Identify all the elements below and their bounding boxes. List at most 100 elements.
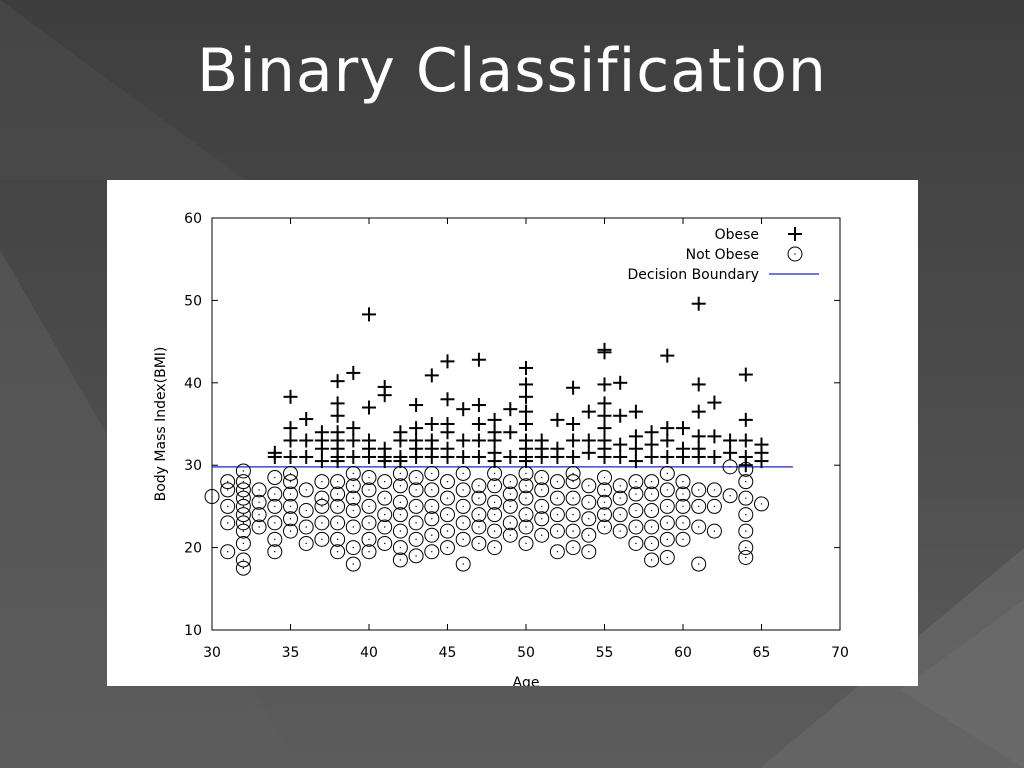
not-obese-point	[440, 523, 455, 539]
y-tick-label: 20	[184, 541, 202, 557]
not-obese-point	[377, 474, 393, 490]
not-obese-point	[392, 540, 408, 556]
not-obese-point	[659, 515, 675, 531]
obese-point	[487, 433, 502, 448]
not-obese-point	[408, 470, 424, 486]
not-obese-point	[424, 544, 440, 560]
not-obese-point	[565, 523, 581, 539]
obese-point	[299, 433, 314, 448]
obese-point	[691, 429, 706, 444]
not-obese-point	[424, 511, 440, 527]
not-obese-point	[267, 544, 283, 560]
not-obese-point	[377, 507, 393, 523]
obese-point	[676, 421, 690, 436]
obese-point	[660, 421, 675, 436]
not-obese-point	[283, 474, 298, 490]
not-obese-point	[267, 515, 283, 531]
not-obese-point	[377, 535, 393, 551]
not-obese-point	[738, 540, 754, 556]
not-obese-point	[298, 482, 314, 498]
not-obese-point	[612, 507, 628, 523]
not-obese-point	[534, 498, 550, 514]
not-obese-point	[392, 552, 408, 568]
not-obese-point	[408, 548, 424, 564]
x-tick-label: 60	[674, 645, 692, 661]
legend-label: Obese	[715, 227, 759, 243]
not-obese-point	[534, 527, 550, 543]
obese-point	[424, 417, 439, 431]
not-obese-point	[565, 507, 581, 523]
obese-point	[534, 449, 549, 464]
obese-point	[314, 454, 329, 469]
obese-point	[581, 404, 596, 419]
not-obese-point	[691, 519, 707, 535]
not-obese-point	[659, 482, 675, 498]
not-obese-point	[597, 482, 612, 498]
obese-point	[409, 421, 424, 436]
obese-point	[267, 449, 282, 464]
not-obese-point	[502, 527, 518, 543]
not-obese-point	[298, 535, 314, 551]
not-obese-point	[612, 523, 628, 539]
obese-point	[660, 348, 675, 363]
not-obese-point	[565, 490, 581, 506]
obese-point	[283, 433, 298, 448]
not-obese-point	[314, 531, 330, 547]
obese-point	[676, 449, 690, 464]
obese-point	[362, 449, 376, 464]
not-obese-point	[502, 515, 518, 531]
obese-point	[691, 377, 706, 392]
obese-point	[738, 458, 753, 473]
not-obese-point	[408, 482, 424, 498]
not-obese-point	[283, 498, 298, 514]
not-obese-point	[628, 503, 644, 519]
x-tick-label: 70	[831, 645, 849, 661]
not-obese-point	[455, 482, 471, 498]
obese-point	[362, 307, 376, 322]
not-obese-point	[392, 478, 408, 494]
not-obese-point	[706, 523, 722, 539]
obese-point	[707, 449, 722, 464]
obese-point	[283, 389, 298, 404]
not-obese-point	[235, 482, 251, 498]
not-obese-point	[455, 515, 471, 531]
not-obese-point	[659, 549, 675, 565]
obese-point	[330, 374, 345, 389]
obese-point	[519, 417, 533, 431]
obese-point	[456, 433, 471, 448]
obese-point	[519, 404, 533, 419]
not-obese-point	[377, 490, 393, 506]
not-obese-point	[612, 478, 628, 494]
legend: Obese Not Obese Decision Boundary	[628, 227, 819, 283]
obese-point	[597, 421, 612, 436]
y-axis-label: Body Mass Index(BMI)	[153, 347, 169, 502]
obese-point	[597, 449, 612, 464]
not-obese-point	[314, 474, 330, 490]
obese-point	[613, 437, 628, 452]
obese-point	[456, 402, 471, 417]
chart-panel: 30 35 40 45 50 55 60 65 70 10 20 30 40 50 60 Age Body …	[107, 180, 918, 686]
obese-point	[738, 367, 753, 382]
not-obese-point	[628, 519, 644, 535]
obese-point	[597, 396, 612, 411]
not-obese-point	[534, 482, 550, 498]
not-obese-point	[738, 549, 754, 565]
obese-point	[471, 433, 486, 448]
x-tick-label: 40	[360, 645, 378, 661]
not-obese-point	[691, 556, 707, 572]
obese-point	[723, 445, 738, 460]
not-obese-point	[424, 465, 440, 481]
not-obese-point	[659, 531, 675, 547]
obese-point	[644, 425, 659, 440]
not-obese-point	[220, 482, 236, 498]
not-obese-point	[597, 519, 612, 535]
not-obese-point	[659, 498, 675, 514]
not-obese-point	[440, 474, 455, 490]
not-obese-point	[345, 540, 361, 556]
not-obese-point	[644, 519, 660, 535]
not-obese-point	[471, 507, 487, 523]
not-obese-point	[330, 531, 346, 547]
not-obese-point	[235, 498, 251, 514]
obese-point	[566, 449, 581, 464]
obese-point	[597, 377, 612, 392]
